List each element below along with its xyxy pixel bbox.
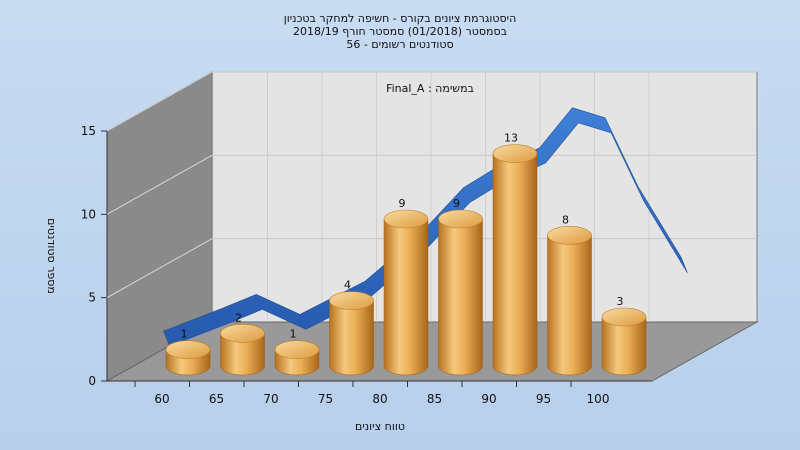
trend-curve (163, 107, 688, 347)
y-tick-label: 10 (81, 207, 96, 221)
bar (220, 324, 265, 376)
x-tick-label: 65 (209, 392, 224, 406)
y-tick-label: 0 (88, 374, 96, 388)
grid-line (106, 238, 213, 299)
chart-title-line-3: סטודנטים רשומים - 56 (346, 38, 454, 51)
x-tick-label: 70 (263, 392, 278, 406)
x-tick-label: 85 (427, 392, 442, 406)
y-tick-label: 5 (88, 291, 96, 305)
grid-line (106, 154, 213, 215)
chart-title-line-1: היסטוגרמת ציונים בקורס - חשיפה למחקר בטכ… (283, 12, 517, 25)
data-label: 13 (504, 132, 518, 145)
back-wall (211, 71, 758, 323)
x-tick-label: 60 (154, 392, 169, 406)
data-label: 2 (235, 311, 242, 324)
x-tick-label: 100 (587, 392, 610, 406)
bar (438, 209, 483, 376)
bar (492, 144, 538, 376)
x-tick-label: 90 (481, 392, 496, 406)
bar (274, 340, 320, 376)
bar (329, 291, 374, 376)
bar (547, 226, 592, 376)
y-axis-label: מספר סטודנטים (45, 218, 58, 294)
chart-subtitle: במשימה : Final_A (386, 82, 474, 95)
bar (383, 209, 429, 376)
bar (601, 307, 647, 376)
chart-title-line-2: בסמסטר (01/2018) סמסטר חורף 2018/19 (293, 25, 507, 38)
grid-line (106, 71, 213, 132)
data-label: 1 (181, 328, 188, 341)
data-label: 1 (290, 328, 297, 341)
x-tick-label: 75 (318, 392, 333, 406)
data-label: 4 (344, 279, 351, 292)
bar (165, 340, 211, 376)
data-label: 9 (453, 197, 460, 210)
data-label: 8 (562, 213, 569, 226)
x-tick-label: 95 (536, 392, 551, 406)
data-label: 3 (617, 295, 624, 308)
y-tick-label: 15 (81, 124, 96, 138)
x-tick-label: 80 (372, 392, 387, 406)
data-label: 9 (399, 197, 406, 210)
x-axis-label: טווח ציונים (355, 420, 405, 433)
